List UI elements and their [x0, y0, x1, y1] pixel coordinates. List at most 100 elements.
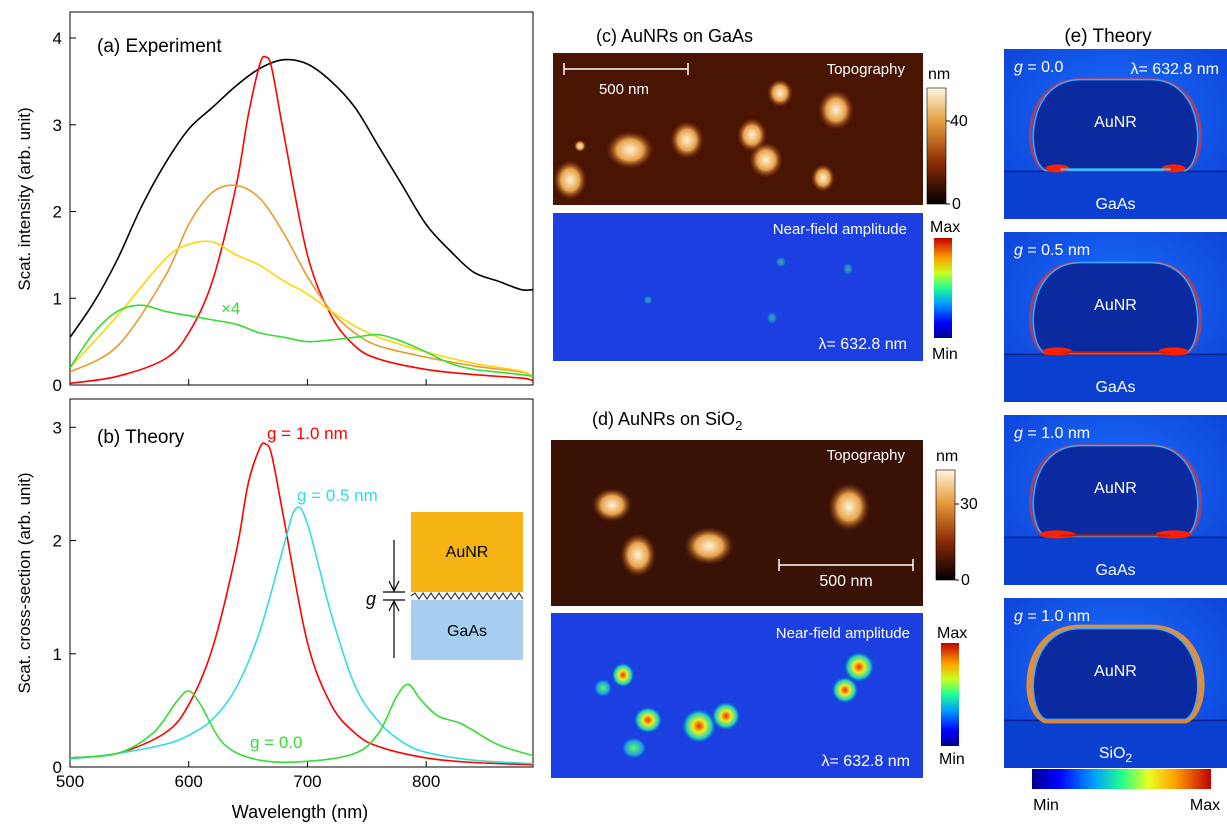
e-substrate-label: GaAs: [1095, 196, 1135, 213]
d-wavelength-label: λ= 632.8 nm: [822, 753, 911, 770]
y-tick-label: 4: [53, 29, 62, 48]
inset-g-label: g: [366, 589, 376, 609]
panel-b-y-axis: 0 1 2 3: [53, 418, 76, 777]
e-aunr-label: AuNR: [1094, 114, 1137, 131]
x-tick-label: 800: [412, 772, 440, 791]
panel-a-frame: [69, 11, 534, 386]
panel-a-y-axis: 0 1 2 3 4: [53, 29, 76, 395]
series-label-g1: g = 1.0 nm: [267, 424, 348, 443]
panel-a: 0 1 2 3 4 (a) Experiment ×4 Scat. intensity …: [15, 11, 534, 395]
e-substrate-label: SiO2: [1099, 745, 1133, 765]
c-topography-particles: [553, 79, 854, 200]
c-topo-tick-40: 40: [950, 113, 968, 130]
d-topo-tick-0: 0: [961, 572, 970, 589]
inset-aunr-label: AuNR: [446, 544, 489, 561]
c-topo-colorbar: [926, 87, 947, 205]
e-colorbar-min: Min: [1033, 797, 1059, 814]
e-wavelength-label: λ= 632.8 nm: [1131, 61, 1220, 78]
e-gap-label: g = 0.0: [1014, 59, 1063, 76]
d-nearfield-colorbar: [941, 643, 959, 746]
y-tick-label: 1: [53, 289, 62, 308]
d-topography-particles: [592, 483, 870, 577]
d-nf-max: Max: [937, 625, 967, 642]
panel-a-title: (a) Experiment: [97, 36, 222, 57]
series-label-g0: g = 0.0: [250, 733, 302, 752]
e-substrate-label: GaAs: [1095, 379, 1135, 396]
d-topo-tick-30: 30: [960, 496, 978, 513]
e-aunr-label: AuNR: [1094, 480, 1137, 497]
panel-b-title: (b) Theory: [97, 427, 185, 448]
panel-d: (d) AuNRs on SiO2 500 nm Topography nm 3…: [551, 409, 978, 778]
gap-inset: g AuNR GaAs: [366, 512, 524, 660]
c-topography-label: Topography: [827, 61, 906, 78]
e-colorbar: [1032, 769, 1211, 789]
panel-a-ylabel: Scat. intensity (arb. unit): [15, 107, 34, 290]
inset-aunr-block: [411, 512, 523, 592]
series-line-1: [70, 506, 533, 765]
y-tick-label: 2: [53, 532, 62, 551]
e-field-map: g = 1.0 nm AuNR GaAs: [1004, 415, 1227, 585]
panel-e: (e) Theory g = 0.0 AuNR GaAs g = 0.5 nm AuNR…: [1004, 26, 1227, 814]
x-tick-label: 600: [175, 772, 203, 791]
y-tick-label: 2: [53, 203, 62, 222]
panel-a-series: [70, 55, 533, 385]
y-tick-label: 3: [53, 418, 62, 437]
c-nf-max: Max: [930, 219, 960, 236]
inset-gap: [411, 592, 523, 600]
c-topo-unit: nm: [928, 66, 950, 83]
c-topo-tick-0: 0: [952, 196, 961, 213]
panel-b-ylabel: Scat. cross-section (arb. unit): [15, 472, 34, 693]
e-aunr-label: AuNR: [1094, 663, 1137, 680]
series-line-3: [70, 240, 533, 378]
panel-c-title: (c) AuNRs on GaAs: [596, 26, 753, 46]
d-nearfield-image: [551, 613, 923, 778]
e-substrate-label: GaAs: [1095, 562, 1135, 579]
y-tick-label: 0: [53, 758, 62, 777]
y-tick-label: 1: [53, 645, 62, 664]
y-tick-label: 0: [53, 376, 62, 395]
e-field-map: g = 0.5 nm AuNR GaAs: [1004, 232, 1227, 402]
c-nearfield-colorbar: [934, 238, 952, 338]
series-line-1: [70, 55, 533, 385]
e-aunr-label: AuNR: [1094, 297, 1137, 314]
d-nearfield-label: Near-field amplitude: [776, 625, 910, 642]
inset-gaas-block: [411, 600, 523, 660]
panel-b-xlabel: Wavelength (nm): [232, 802, 368, 822]
c-nearfield-label: Near-field amplitude: [773, 221, 907, 238]
c-scale-bar-label: 500 nm: [599, 81, 649, 98]
d-topography-label: Topography: [827, 447, 906, 464]
d-topo-colorbar: [935, 469, 956, 581]
e-gap-label: g = 1.0 nm: [1014, 608, 1090, 625]
panel-e-title: (e) Theory: [1064, 26, 1152, 47]
inset-gaas-label: GaAs: [447, 623, 487, 640]
x-tick-label: 700: [293, 772, 321, 791]
panel-b-series: [70, 442, 533, 766]
panel-c: (c) AuNRs on GaAs 500 nm Topography nm 4…: [553, 26, 968, 363]
series-line-2: [70, 184, 533, 378]
d-nearfield-hotspots: [593, 651, 875, 760]
series-line-2: [70, 683, 533, 764]
panel-a-x4-annotation: ×4: [221, 299, 240, 318]
series-label-g05: g = 0.5 nm: [297, 486, 378, 505]
y-tick-label: 3: [53, 116, 62, 135]
e-gap-label: g = 1.0 nm: [1014, 425, 1090, 442]
c-wavelength-label: λ= 632.8 nm: [819, 336, 908, 353]
c-nearfield-image: [553, 213, 923, 361]
c-nf-min: Min: [932, 346, 958, 363]
panel-a-x-axis: [69, 379, 427, 385]
series-line-0: [70, 442, 533, 766]
e-field-map: g = 1.0 nm AuNR SiO2: [1004, 598, 1227, 768]
e-gap-label: g = 0.5 nm: [1014, 242, 1090, 259]
d-nf-min: Min: [939, 751, 965, 768]
panel-d-title: (d) AuNRs on SiO2: [592, 409, 742, 433]
series-line-0: [70, 58, 533, 338]
e-colorbar-max: Max: [1190, 797, 1220, 814]
series-line-4: [70, 304, 533, 378]
e-field-map: g = 0.0 AuNR GaAs: [1004, 49, 1227, 219]
x-tick-label: 500: [56, 772, 84, 791]
panel-b-frame: [69, 398, 534, 768]
d-topo-unit: nm: [936, 448, 958, 465]
d-scale-bar-label: 500 nm: [819, 573, 872, 590]
panel-b: 0 1 2 3 500 600 700 800 (b) Theory Wavelength …: [15, 398, 534, 822]
